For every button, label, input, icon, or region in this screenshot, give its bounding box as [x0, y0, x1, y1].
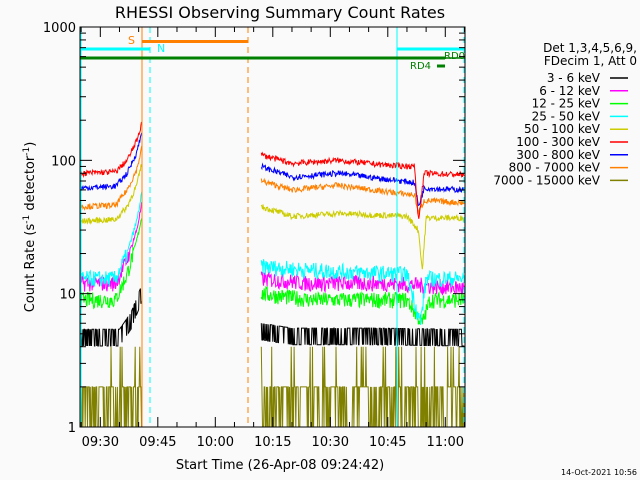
legend-label: 7000 - 15000 keV	[493, 173, 600, 187]
series-line-8	[81, 346, 143, 428]
series-line-0	[80, 288, 143, 347]
y-tick-label: 10	[59, 288, 76, 303]
x-tick-label: 10:30	[312, 435, 349, 450]
series-line-5	[260, 151, 465, 219]
y-tick-label: 100	[51, 154, 76, 169]
footer-timestamp: 14-Oct-2021 10:56	[561, 468, 637, 477]
series-line-8	[260, 346, 465, 428]
series-line-6	[260, 162, 465, 207]
x-tick-label: 09:30	[82, 435, 119, 450]
flag-label-n: N	[157, 42, 165, 55]
legend-header-1: Det 1,3,4,5,6,9,	[543, 41, 637, 55]
x-tick-label: 10:00	[197, 435, 234, 450]
series-line-7	[260, 177, 465, 215]
legend-label: 3 - 6 keV	[547, 71, 601, 85]
series-line-2	[80, 217, 143, 310]
x-tick-label: 11:00	[427, 435, 464, 450]
series-line-0	[260, 323, 465, 347]
legend-label: 100 - 300 keV	[516, 135, 600, 149]
x-axis-label: Start Time (26-Apr-08 09:24:42)	[176, 458, 384, 473]
series-line-4	[260, 204, 465, 270]
series-line-1	[260, 271, 465, 296]
y-tick-label: 1	[68, 421, 76, 436]
legend-label: 300 - 800 keV	[516, 148, 600, 162]
x-tick-label: 10:15	[254, 435, 291, 450]
x-tick-label: 10:45	[369, 435, 406, 450]
series-line-5	[80, 121, 143, 179]
x-tick-label: 09:45	[139, 435, 176, 450]
y-tick-label: 1000	[43, 21, 76, 36]
legend-header-2: FDecim 1, Att 0	[544, 54, 637, 68]
series-line-3	[80, 191, 143, 287]
legend-label: 6 - 12 keV	[539, 84, 601, 98]
series-line-4	[80, 164, 143, 225]
flag-label-rd0: RD0	[444, 51, 465, 62]
y-axis-label: Count Rate (s-1 detector-1)	[22, 142, 38, 313]
chart-title: RHESSI Observing Summary Count Rates	[115, 3, 445, 22]
flag-label-rd4: RD4	[410, 61, 431, 72]
flag-label-s: S	[128, 34, 135, 47]
series-line-6	[80, 132, 143, 191]
series-line-2	[260, 285, 465, 325]
series-line-3	[260, 259, 465, 325]
legend-label: 50 - 100 keV	[524, 122, 601, 136]
legend-label: 800 - 7000 keV	[509, 161, 601, 175]
legend-label: 12 - 25 keV	[532, 97, 601, 111]
legend-label: 25 - 50 keV	[532, 109, 601, 123]
series-line-1	[80, 201, 143, 292]
series-line-7	[80, 145, 143, 211]
